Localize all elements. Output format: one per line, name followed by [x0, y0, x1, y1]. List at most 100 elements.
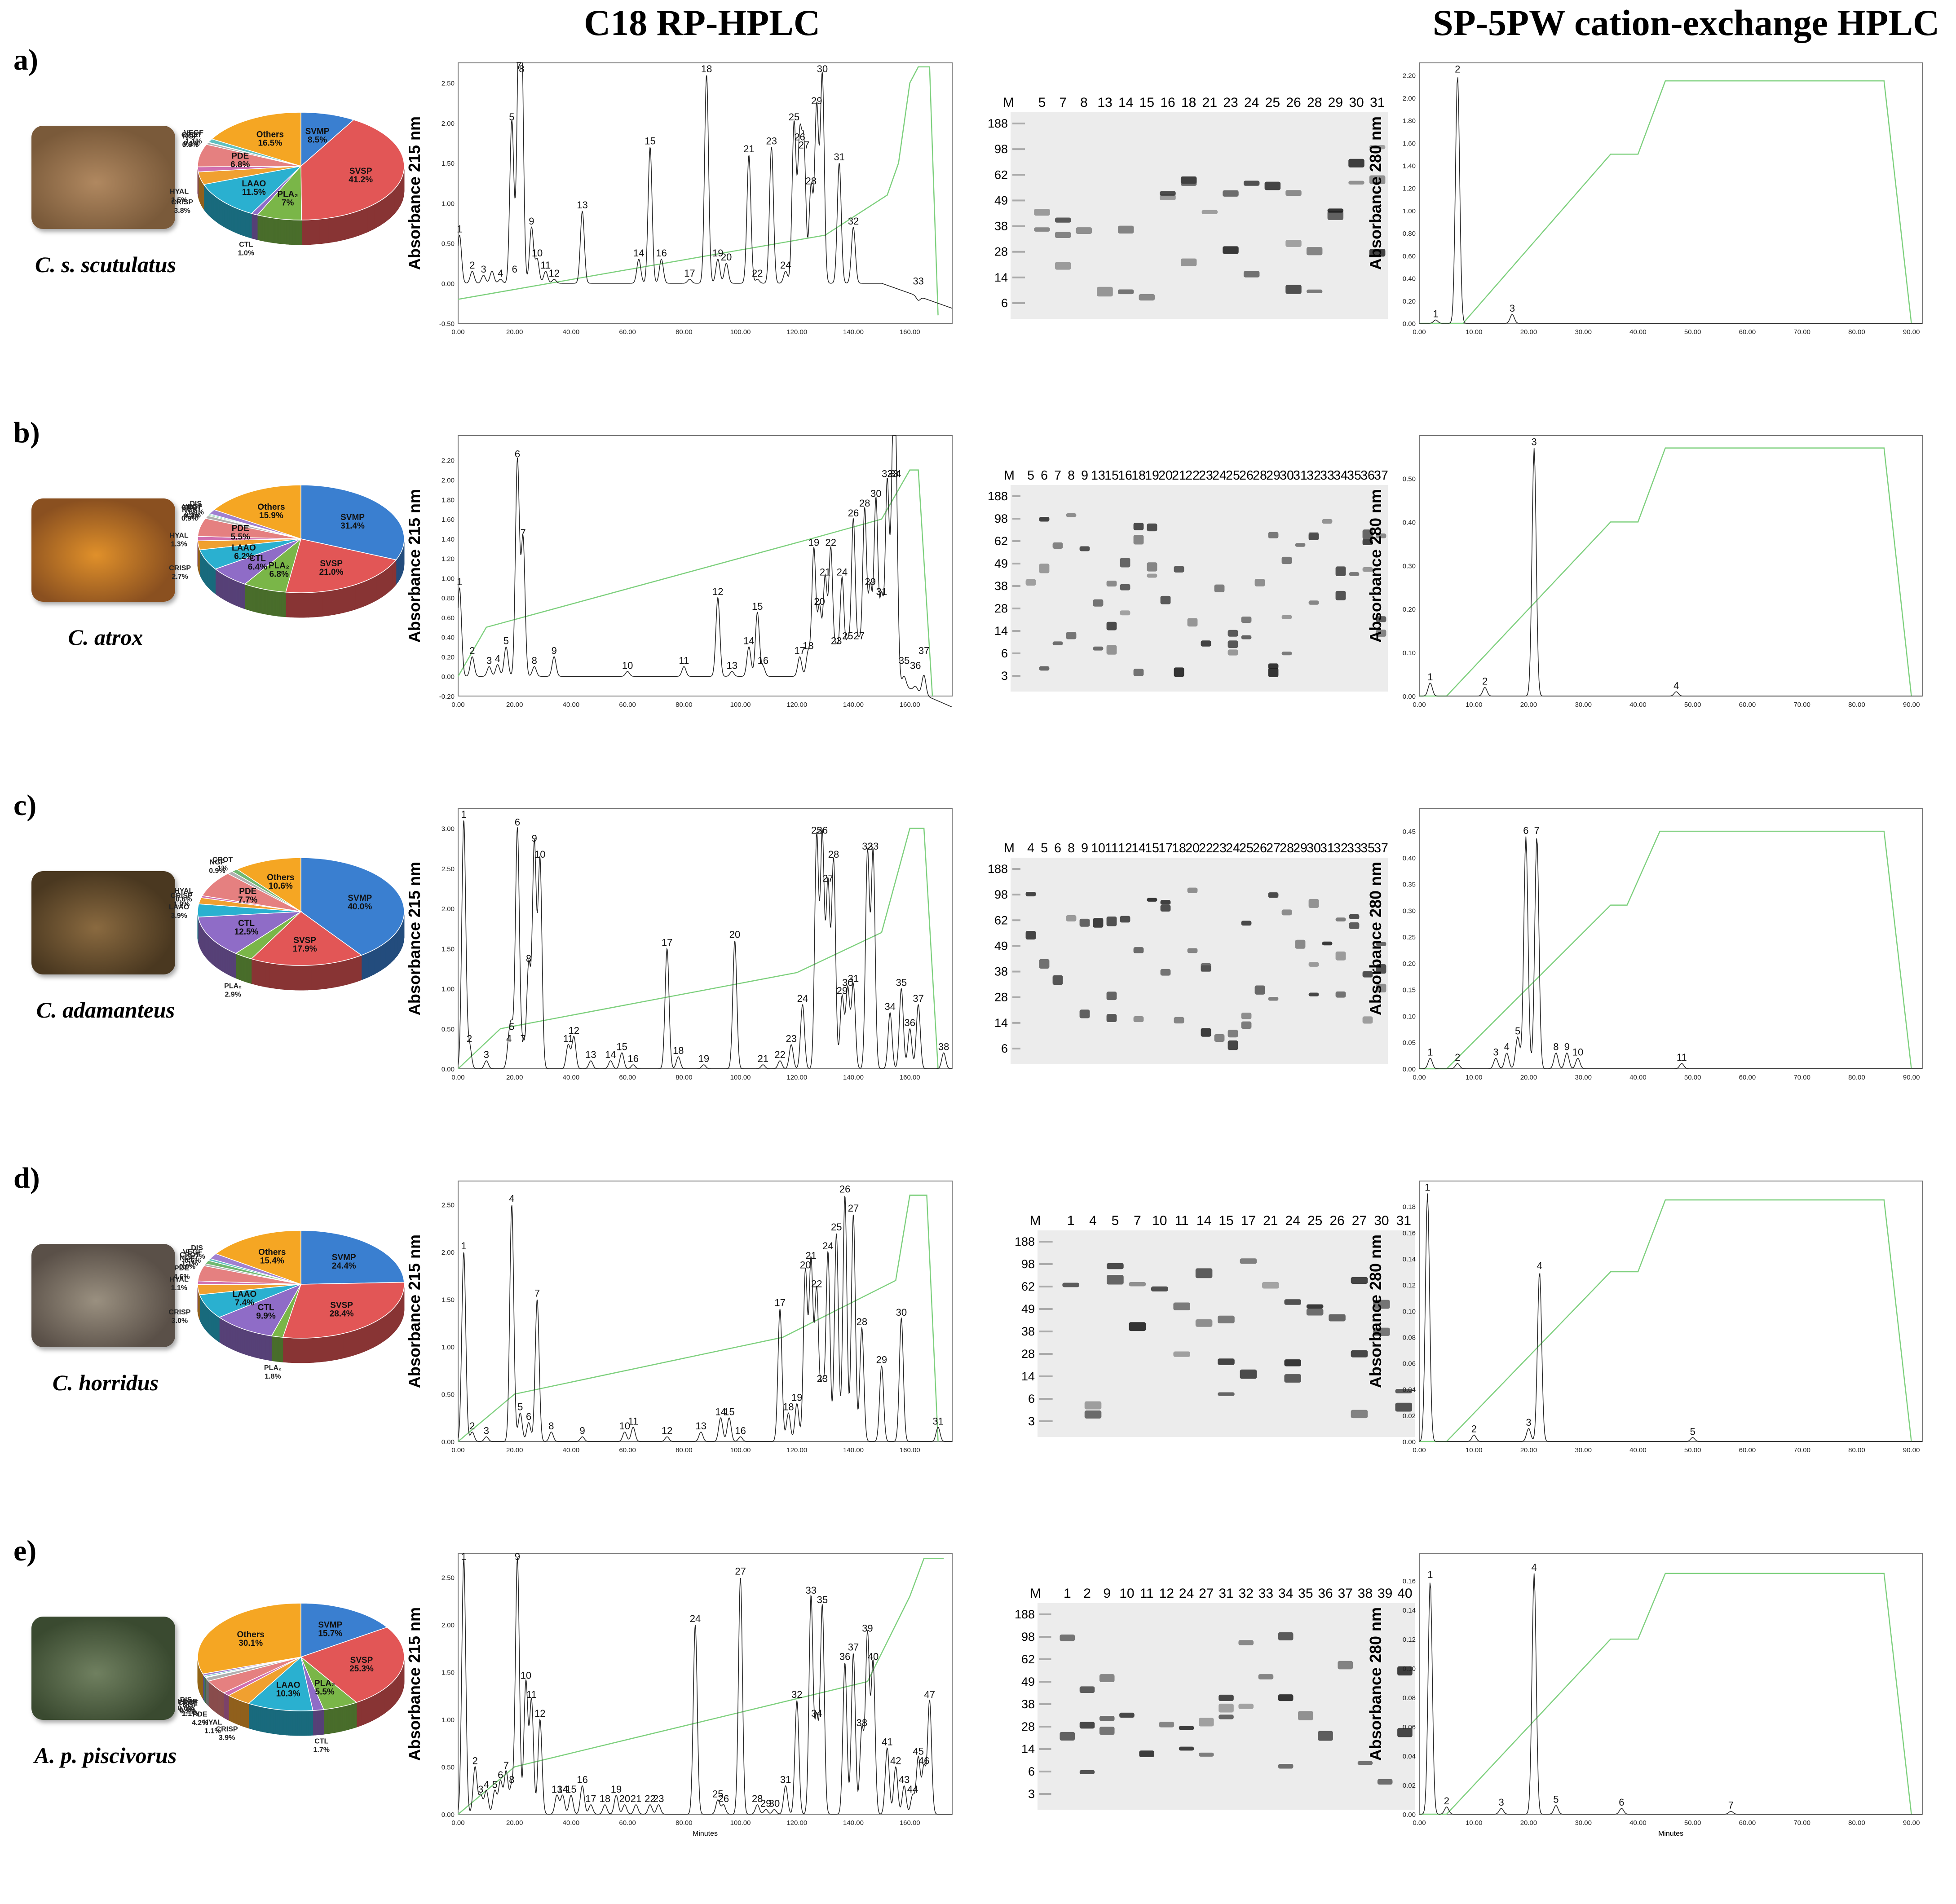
pie-label-pct: 4.2% — [192, 1719, 208, 1727]
x-tick-label: 120.00 — [786, 1446, 807, 1454]
y-tick-label: 0.20 — [442, 653, 455, 661]
peak-number: 39 — [862, 1622, 873, 1634]
pie-side — [336, 215, 344, 242]
pie-side — [288, 965, 292, 990]
protein-band — [1196, 1319, 1213, 1327]
peak-number: 21 — [820, 566, 830, 577]
pie-side — [237, 208, 239, 234]
panel-label: d) — [13, 1161, 40, 1195]
gel-lane-label: 18 — [1181, 95, 1196, 110]
marker-band — [1012, 919, 1020, 921]
protein-band — [1034, 227, 1050, 232]
protein-band — [1255, 579, 1265, 586]
pie-side — [291, 1710, 293, 1735]
gel-lane-label: 9 — [1081, 468, 1088, 483]
peak-number: 42 — [890, 1755, 901, 1767]
pie-side — [278, 1710, 280, 1735]
protein-band — [1085, 1410, 1102, 1419]
protein-band — [1307, 1305, 1324, 1309]
peak-number: 37 — [918, 645, 929, 656]
snake-photo — [31, 871, 175, 974]
peak-number: 27 — [735, 1566, 746, 1577]
peak-number: 15 — [724, 1406, 734, 1417]
pie-side — [234, 1325, 236, 1351]
y-tick-label: 1.80 — [1403, 117, 1416, 125]
pie-side — [370, 1695, 374, 1722]
pie-side — [219, 199, 221, 225]
pie-side — [300, 220, 301, 245]
gel-lane-label: 32 — [1239, 1586, 1254, 1601]
peak-number: 13 — [695, 1420, 706, 1432]
peak-number: 5 — [492, 1779, 498, 1790]
peak-number: 27 — [799, 139, 809, 150]
peak-number: 4 — [1537, 1260, 1542, 1271]
peak-number: 29 — [865, 576, 875, 587]
pie-side — [348, 959, 352, 984]
x-tick-label: 90.00 — [1903, 1446, 1920, 1454]
y-tick-label: 0.06 — [1403, 1723, 1416, 1731]
y-axis-label: Absorbance 215 nm — [405, 1607, 424, 1761]
y-tick-label: 0.00 — [442, 1811, 455, 1819]
protein-band — [1151, 1287, 1168, 1291]
y-tick-label: 0.35 — [1403, 881, 1416, 889]
pie-side — [271, 1709, 273, 1734]
marker-band — [1039, 1703, 1051, 1705]
peak-number: 12 — [534, 1708, 545, 1719]
x-tick-label: 70.00 — [1793, 328, 1810, 336]
pie-side — [226, 203, 228, 229]
gel-lane-label: 31 — [1293, 468, 1307, 483]
protein-band — [1039, 564, 1050, 573]
peak-number: 33 — [868, 841, 879, 852]
peak-number: 4 — [1504, 1041, 1510, 1053]
y-axis-label: Absorbance 280 nm — [1366, 1234, 1385, 1388]
protein-band — [1147, 562, 1157, 571]
x-tick-label: 0.00 — [451, 1074, 464, 1081]
x-tick-label: 20.00 — [506, 1074, 523, 1081]
marker-band — [1012, 199, 1025, 201]
x-tick-label: 120.00 — [786, 1074, 807, 1081]
pie-side — [282, 1710, 284, 1735]
y-tick-label: 1.40 — [442, 536, 455, 543]
pie-side — [367, 204, 374, 232]
gel-lane-label: 17 — [1158, 841, 1173, 855]
pie-side — [263, 1335, 265, 1360]
pie-label-pct: 1.3% — [171, 540, 187, 548]
marker-band — [1012, 894, 1020, 895]
protein-band — [1201, 963, 1211, 972]
pie-side — [368, 949, 375, 977]
y-tick-label: 1.50 — [442, 1669, 455, 1677]
pie-side — [233, 1325, 234, 1350]
marker-band — [1012, 302, 1025, 304]
protein-band — [1039, 959, 1050, 969]
protein-band — [1118, 289, 1134, 294]
x-tick-label: 120.00 — [786, 1819, 807, 1827]
mw-marker-label: 14 — [1021, 1370, 1035, 1383]
gel-lane-label: 35 — [1298, 1586, 1313, 1601]
protein-band — [1241, 617, 1252, 623]
y-tick-label: 0.50 — [1403, 475, 1416, 483]
y-tick-label: 0.50 — [442, 1026, 455, 1033]
marker-band — [1039, 1771, 1051, 1772]
protein-band — [1099, 1727, 1115, 1735]
pie-label-name: LAAO — [232, 543, 256, 553]
peak-number: 6 — [512, 264, 517, 275]
pie-side — [252, 959, 255, 984]
gel-lane-label: 11 — [1140, 1586, 1154, 1601]
pie-side — [295, 1338, 301, 1363]
pie-side — [307, 965, 311, 990]
sp-hplc-chromatogram: 0.180.160.140.120.100.080.060.040.020.00… — [1361, 1177, 1927, 1491]
protein-band — [1307, 290, 1322, 293]
pie-side — [252, 1332, 253, 1357]
pie-label-pct: 6.4% — [248, 562, 267, 572]
pie-label-name: Others — [237, 1630, 265, 1640]
pie-side — [226, 948, 228, 974]
plot-frame — [1419, 1181, 1922, 1441]
absorbance-trace — [458, 436, 952, 707]
peak-number: 27 — [853, 630, 864, 642]
pie-side — [233, 207, 235, 233]
peak-number: 9 — [529, 216, 534, 227]
gel-lane-label: 31 — [1219, 1586, 1233, 1601]
peak-number: 8 — [532, 655, 537, 666]
pie-side — [238, 1327, 239, 1353]
pie-label-name: PLA₂ — [269, 561, 289, 570]
